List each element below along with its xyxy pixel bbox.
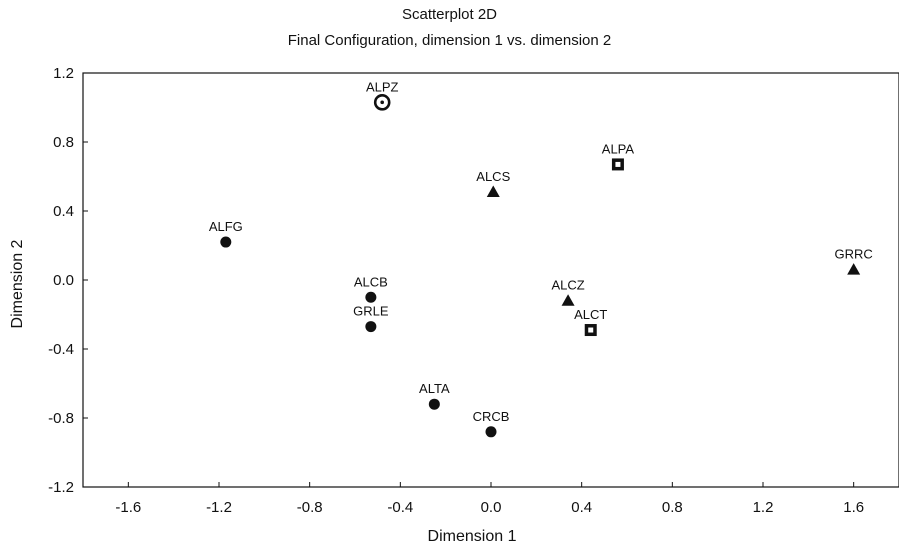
data-point: ALCS <box>476 169 511 198</box>
chart-title: Scatterplot 2D <box>401 6 498 23</box>
y-tick-label: -1.2 <box>48 479 74 496</box>
data-point: GRRC <box>835 247 873 275</box>
point-label: ALFG <box>209 219 243 234</box>
point-label: GRLE <box>353 304 389 319</box>
x-tick-label: 0.4 <box>571 499 592 516</box>
data-point: ALPA <box>602 141 635 171</box>
data-point: ALCT <box>574 307 607 337</box>
data-point: ALCB <box>354 274 388 303</box>
y-axis-title: Dimension 2 <box>9 239 26 328</box>
data-point: ALCZ <box>551 278 585 306</box>
circle-marker <box>220 236 232 248</box>
point-label: ALCZ <box>551 278 584 293</box>
y-tick-label: 0.8 <box>53 134 74 151</box>
triangle-marker <box>486 185 500 198</box>
y-tick-label: -0.8 <box>48 410 74 427</box>
plot-frame <box>82 72 899 488</box>
circle-marker <box>428 398 440 410</box>
point-label: GRRC <box>835 247 873 262</box>
x-tick-label: -0.4 <box>387 499 413 516</box>
triangle-marker <box>847 263 861 275</box>
x-tick-label: -1.2 <box>206 499 232 516</box>
data-point: ALPZ <box>366 79 399 111</box>
x-axis-ticks: -1.6 -1.2 -0.8 -0.4 0.0 0.4 0.8 1.2 1.6 <box>115 482 864 516</box>
ring-marker-center <box>380 100 385 105</box>
y-tick-label: 1.2 <box>53 65 74 82</box>
data-point: GRLE <box>353 304 389 333</box>
y-tick-label: 0.4 <box>53 203 74 220</box>
circle-marker <box>365 291 377 303</box>
circle-marker <box>365 321 377 333</box>
y-tick-label: -0.4 <box>48 341 74 358</box>
x-tick-label: -1.6 <box>115 499 141 516</box>
x-tick-label: 0.0 <box>481 499 502 516</box>
point-label: ALPA <box>602 141 635 156</box>
x-tick-label: -0.8 <box>297 499 323 516</box>
square-marker-center <box>615 161 621 167</box>
data-points: ALPZ ALPA ALCS ALFG GRRC ALCB ALCZ GRLE ALCT ALTA… <box>209 79 873 438</box>
x-axis-title: Dimension 1 <box>428 528 517 545</box>
point-label: ALPZ <box>366 79 399 94</box>
point-label: ALCB <box>354 274 388 289</box>
point-label: ALCS <box>476 169 510 184</box>
circle-marker <box>485 426 497 438</box>
x-tick-label: 0.8 <box>662 499 683 516</box>
y-tick-label: 0.0 <box>53 272 74 289</box>
point-label: CRCB <box>473 409 510 424</box>
chart-subtitle: Final Configuration, dimension 1 vs. dim… <box>287 32 612 49</box>
data-point: CRCB <box>473 409 510 438</box>
point-label: ALCT <box>574 307 607 322</box>
point-label: ALTA <box>419 381 450 396</box>
square-marker-center <box>588 327 594 333</box>
y-axis-ticks: 1.2 0.8 0.4 0.0 -0.4 -0.8 -1.2 <box>48 65 88 496</box>
x-tick-label: 1.6 <box>843 499 864 516</box>
triangle-marker <box>561 294 575 306</box>
x-tick-label: 1.2 <box>753 499 774 516</box>
data-point: ALTA <box>419 381 450 410</box>
data-point: ALFG <box>209 219 243 248</box>
